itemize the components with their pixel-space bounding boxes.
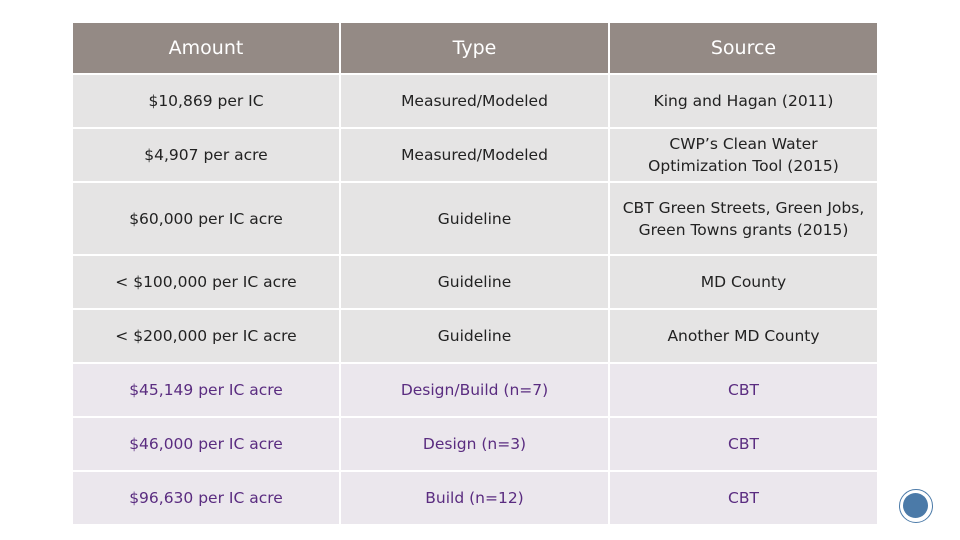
- table-row: $96,630 per IC acre Build (n=12) CBT: [71, 470, 879, 526]
- slide-badge-inner: [903, 493, 928, 518]
- cell-source: CBT: [608, 416, 879, 472]
- cell-type: Design (n=3): [339, 416, 610, 472]
- table-row: $46,000 per IC acre Design (n=3) CBT: [71, 416, 879, 472]
- cell-amount: $46,000 per IC acre: [71, 416, 341, 472]
- header-amount: Amount: [71, 21, 341, 75]
- cell-source: CBT: [608, 470, 879, 526]
- cell-amount: < $200,000 per IC acre: [71, 308, 341, 364]
- cell-source: MD County: [608, 254, 879, 310]
- table-row: < $200,000 per IC acre Guideline Another…: [71, 308, 879, 364]
- cell-type: Guideline: [339, 254, 610, 310]
- header-source: Source: [608, 21, 879, 75]
- table-row: $45,149 per IC acre Design/Build (n=7) C…: [71, 362, 879, 418]
- cell-type: Guideline: [339, 308, 610, 364]
- cell-amount: $45,149 per IC acre: [71, 362, 341, 418]
- table-row: $60,000 per IC acre Guideline CBT Green …: [71, 181, 879, 256]
- table-row: $4,907 per acre Measured/Modeled CWP’s C…: [71, 127, 879, 183]
- cell-amount: $4,907 per acre: [71, 127, 341, 183]
- table-row: $10,869 per IC Measured/Modeled King and…: [71, 73, 879, 129]
- cell-source: Another MD County: [608, 308, 879, 364]
- table-header-row: Amount Type Source: [71, 21, 879, 75]
- cell-source: CBT: [608, 362, 879, 418]
- cell-amount: $96,630 per IC acre: [71, 470, 341, 526]
- cell-type: Guideline: [339, 181, 610, 256]
- header-type: Type: [339, 21, 610, 75]
- cell-source: King and Hagan (2011): [608, 73, 879, 129]
- cell-source: CBT Green Streets, Green Jobs, Green Tow…: [608, 181, 879, 256]
- cell-type: Design/Build (n=7): [339, 362, 610, 418]
- table-row: < $100,000 per IC acre Guideline MD Coun…: [71, 254, 879, 310]
- cell-type: Measured/Modeled: [339, 127, 610, 183]
- cell-amount: $60,000 per IC acre: [71, 181, 341, 256]
- cell-amount: < $100,000 per IC acre: [71, 254, 341, 310]
- cost-table: Amount Type Source $10,869 per IC Measur…: [71, 21, 879, 526]
- slide-badge-icon: [899, 489, 933, 523]
- cell-type: Build (n=12): [339, 470, 610, 526]
- cell-amount: $10,869 per IC: [71, 73, 341, 129]
- cell-type: Measured/Modeled: [339, 73, 610, 129]
- cell-source: CWP’s Clean Water Optimization Tool (201…: [608, 127, 879, 183]
